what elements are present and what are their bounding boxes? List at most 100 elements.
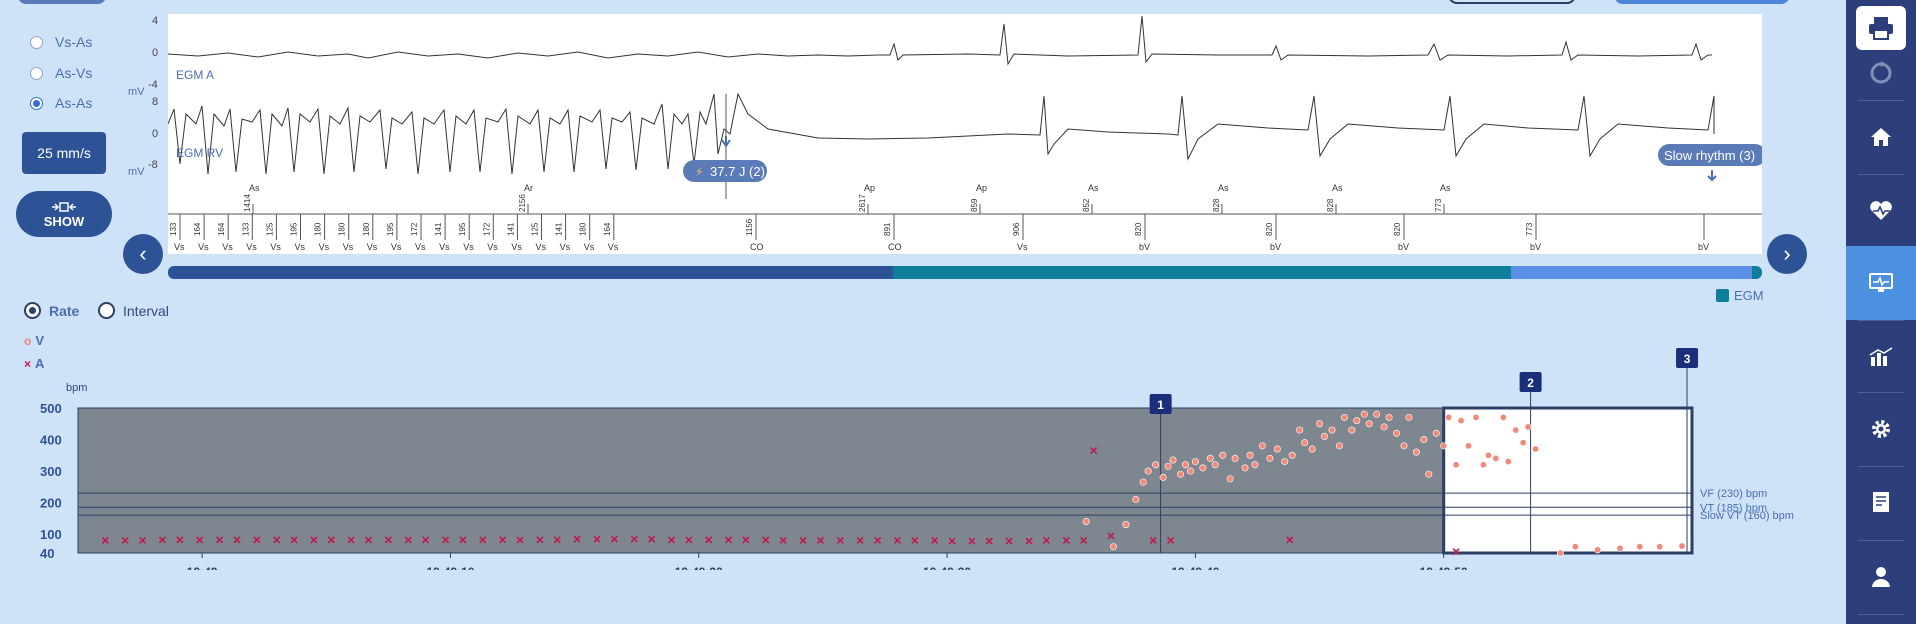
reports-button[interactable] xyxy=(1846,466,1916,540)
printer-icon xyxy=(1869,17,1893,40)
v-point xyxy=(1380,423,1388,431)
episode-marker-2[interactable]: 2 xyxy=(1519,372,1542,553)
upper-marker: As 828 xyxy=(1326,183,1343,214)
lower-marker: Vs 164 xyxy=(603,214,619,252)
timeline-segment-past xyxy=(168,266,893,279)
v-point xyxy=(1159,473,1167,481)
radio-circle[interactable] xyxy=(98,302,115,319)
a-point xyxy=(948,537,956,545)
episode-timeline-bar[interactable] xyxy=(168,266,1762,279)
a-point xyxy=(725,536,733,544)
highlight-window[interactable] xyxy=(1442,406,1694,555)
radio-circle[interactable] xyxy=(30,35,43,49)
legend-a: × A xyxy=(24,356,44,371)
lower-marker: Vs 141 xyxy=(555,214,571,252)
event-label: CO xyxy=(750,242,764,252)
radio-circle[interactable] xyxy=(24,302,41,319)
slow-rhythm-flag[interactable]: Slow rhythm (3) xyxy=(1658,144,1766,182)
lower-marker: Vs 164 xyxy=(217,214,233,252)
episode-marker-3[interactable]: 3 xyxy=(1676,348,1699,553)
prev-episode-button[interactable]: ‹ xyxy=(123,234,163,274)
marker-interval: 828 xyxy=(1212,198,1221,212)
episode-marker-1[interactable]: 1 xyxy=(1149,394,1172,553)
v-point xyxy=(1301,439,1309,447)
y-tick-label: 40 xyxy=(40,546,54,561)
show-button[interactable]: SHOW xyxy=(16,191,112,237)
a-point xyxy=(667,536,676,544)
mode-rate-radio[interactable]: Rate xyxy=(24,302,79,319)
v-point xyxy=(1169,456,1177,464)
upper-marker: As 773 xyxy=(1434,183,1451,214)
radio-circle[interactable] xyxy=(30,96,43,110)
radio-as-vs[interactable]: As-Vs xyxy=(30,65,92,81)
v-point xyxy=(1400,442,1408,450)
a-point xyxy=(536,536,544,544)
egm-rv-tick-bottom: -8 xyxy=(148,159,158,171)
radio-circle[interactable] xyxy=(30,66,43,80)
a-point xyxy=(384,536,392,544)
plot-area xyxy=(77,407,1693,554)
report-icon xyxy=(1873,492,1889,512)
timeline-segment-egm xyxy=(893,266,1511,279)
a-point xyxy=(196,536,204,544)
settings-button[interactable] xyxy=(1846,392,1916,466)
episodes-button[interactable] xyxy=(1846,246,1916,320)
sidebar-divider xyxy=(1858,466,1904,467)
v-point xyxy=(1328,426,1336,434)
sync-button[interactable] xyxy=(1846,36,1916,110)
shock-flag[interactable]: ⚡ 37.7 J (2) xyxy=(683,94,767,199)
a-point xyxy=(1149,536,1157,544)
slow-rhythm-label: Slow rhythm (3) xyxy=(1664,148,1755,163)
chevron-left-icon: ‹ xyxy=(139,241,147,266)
radio-vs-as[interactable]: Vs-As xyxy=(30,34,92,50)
patients-button[interactable] xyxy=(1846,174,1916,248)
v-point xyxy=(1432,429,1440,437)
a-point xyxy=(441,536,450,544)
top-button-remnant[interactable] xyxy=(1448,0,1576,4)
event-label: Vs xyxy=(222,242,233,252)
v-point xyxy=(1122,521,1130,529)
marker-interval: 2617 xyxy=(858,194,867,212)
a-point xyxy=(779,536,787,544)
v-point xyxy=(1296,426,1304,434)
print-button[interactable] xyxy=(1856,6,1906,50)
lower-marker: Vs 906 xyxy=(1012,214,1028,252)
home-button[interactable] xyxy=(1846,100,1916,174)
event-interval: 891 xyxy=(883,222,892,236)
event-label: CO xyxy=(888,242,902,252)
v-point xyxy=(1281,458,1289,466)
egm-rv-tick-top: 8 xyxy=(152,96,159,108)
timeline-segment-visible[interactable] xyxy=(1511,266,1752,279)
v-point xyxy=(1445,413,1453,421)
statistics-button[interactable] xyxy=(1846,320,1916,394)
v-point xyxy=(1219,451,1227,459)
user-button[interactable] xyxy=(1846,540,1916,614)
marker-interval: 828 xyxy=(1326,198,1335,212)
y-tick-label: 300 xyxy=(40,464,62,479)
a-point xyxy=(499,536,507,544)
timeline-segment-end xyxy=(1752,266,1762,279)
a-point xyxy=(1090,446,1098,455)
top-left-tab-remnant[interactable] xyxy=(18,0,106,4)
lower-marker: bV 820 xyxy=(1393,214,1409,252)
lower-marker: bV 820 xyxy=(1265,214,1281,252)
upper-marker: As 852 xyxy=(1082,183,1099,214)
v-point xyxy=(1186,467,1194,475)
event-label: Vs xyxy=(463,242,474,252)
event-interval: 820 xyxy=(1134,222,1143,236)
v-point xyxy=(1571,543,1579,551)
a-point xyxy=(1042,536,1050,544)
v-point xyxy=(1308,445,1316,453)
v-point xyxy=(1425,470,1433,478)
v-point xyxy=(1405,413,1413,421)
next-episode-button[interactable]: › xyxy=(1767,234,1807,274)
top-primary-button-remnant[interactable] xyxy=(1614,0,1790,4)
radio-as-as[interactable]: As-As xyxy=(30,95,92,111)
egm-strip[interactable]: EGM A EGM RV As 1414 Ar 2156 Ap 2617 Ap 859 As 85… xyxy=(167,14,1766,254)
mode-interval-radio[interactable]: Interval xyxy=(98,302,169,319)
sweep-speed-button[interactable]: 25 mm/s xyxy=(22,132,106,174)
v-point xyxy=(1199,464,1207,472)
v-point xyxy=(1258,442,1266,450)
